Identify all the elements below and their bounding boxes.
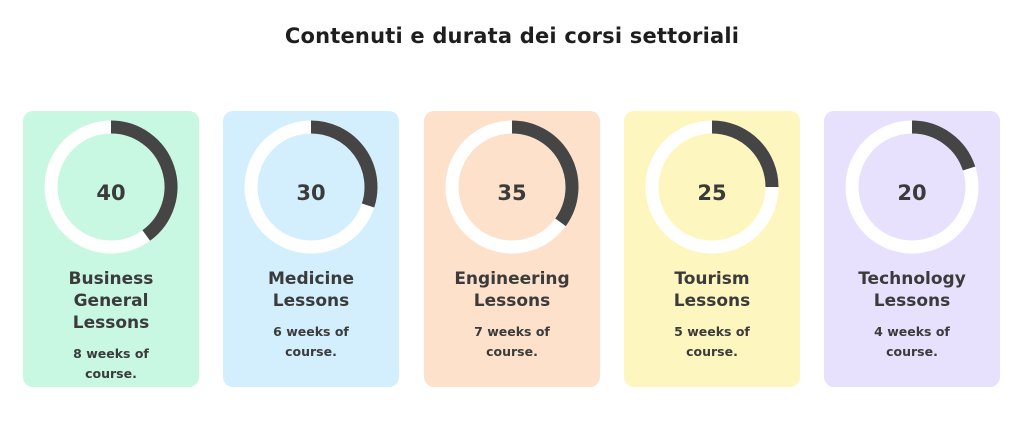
course-name-line: Medicine [268, 269, 354, 289]
ring-progress-arc [511, 120, 579, 227]
course-name-line: Lessons [72, 313, 150, 333]
course-duration: 6 weeks of course. [229, 322, 393, 362]
course-duration-line: course. [85, 366, 137, 381]
progress-ring [244, 120, 378, 254]
course-name: Business General Lessons [29, 268, 193, 334]
progress-ring [645, 120, 779, 254]
course-name-line: Lessons [473, 291, 551, 311]
course-name-line: Technology [858, 269, 966, 289]
ring-progress-arc [310, 120, 378, 208]
course-name: Engineering Lessons [430, 268, 594, 312]
ring-value: 20 [897, 181, 927, 205]
course-card: 40 Business General Lessons 8 weeks of course… [23, 111, 199, 387]
course-name: Medicine Lessons [229, 268, 393, 312]
course-duration: 7 weeks of course. [430, 322, 594, 362]
progress-ring [845, 120, 979, 254]
progress-ring [445, 120, 579, 254]
course-duration-line: 4 weeks of [874, 324, 950, 339]
course-name-line: Lessons [673, 291, 751, 311]
course-card: 35 Engineering Lessons 7 weeks of course. [424, 111, 600, 387]
course-duration: 5 weeks of course. [630, 322, 794, 362]
ring-progress-arc [711, 120, 779, 188]
ring-value: 30 [296, 181, 326, 205]
ring-value: 35 [497, 181, 527, 205]
course-name-line: Lessons [873, 291, 951, 311]
course-duration-line: 7 weeks of [474, 324, 550, 339]
course-card: 25 Tourism Lessons 5 weeks of course. [624, 111, 800, 387]
course-duration-line: 8 weeks of [73, 346, 149, 361]
course-name-line: Business [68, 269, 154, 289]
course-duration: 8 weeks of course. [29, 344, 193, 384]
ring-progress-arc [110, 120, 178, 241]
ring-value: 25 [697, 181, 727, 205]
course-duration-line: 6 weeks of [273, 324, 349, 339]
ring-progress-arc [911, 120, 976, 171]
course-duration-line: course. [285, 344, 337, 359]
course-duration-line: course. [486, 344, 538, 359]
course-name: Tourism Lessons [630, 268, 794, 312]
course-name-line: Tourism [674, 269, 750, 289]
progress-ring [44, 120, 178, 254]
course-duration: 4 weeks of course. [830, 322, 994, 362]
course-card: 30 Medicine Lessons 6 weeks of course. [223, 111, 399, 387]
course-duration-line: course. [886, 344, 938, 359]
course-duration-line: 5 weeks of [674, 324, 750, 339]
course-name-line: Engineering [454, 269, 570, 289]
course-card: 20 Technology Lessons 4 weeks of course. [824, 111, 1000, 387]
course-duration-line: course. [686, 344, 738, 359]
ring-value: 40 [96, 181, 126, 205]
course-name: Technology Lessons [830, 268, 994, 312]
page-title: Contenuti e durata dei corsi settoriali [284, 24, 740, 48]
course-name-line: Lessons [272, 291, 350, 311]
course-name-line: General [73, 291, 149, 311]
